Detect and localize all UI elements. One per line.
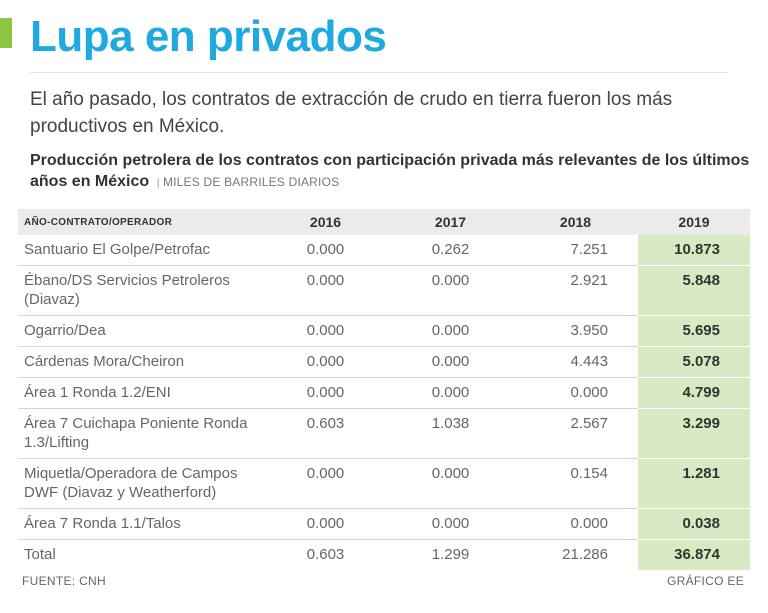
column-header-2016: 2016 xyxy=(263,209,388,235)
table-header-row: AÑO-CONTRATO/OPERADOR 2016 2017 2018 201… xyxy=(18,209,750,235)
total-label: Total xyxy=(24,546,56,563)
value-2019: 10.873 xyxy=(638,235,750,266)
contract-name: Santuario El Golpe/Petrofac xyxy=(18,235,263,266)
value-2019: 0.038 xyxy=(638,508,750,540)
column-header-contract: AÑO-CONTRATO/OPERADOR xyxy=(18,209,263,235)
value-2017: 0.000 xyxy=(388,265,513,316)
unit-separator: | xyxy=(156,175,160,189)
source-note: FUENTE: CNH xyxy=(22,574,106,588)
value-2017: 0.000 xyxy=(388,508,513,540)
page-title: Lupa en privados xyxy=(30,12,387,61)
subtitle: El año pasado, los contratos de extracci… xyxy=(30,89,673,137)
graphic-credit: GRÁFICO EE xyxy=(666,574,744,588)
table-row: Santuario El Golpe/Petrofac 0.000 0.262 … xyxy=(18,235,750,266)
value-2017: 0.000 xyxy=(388,458,513,509)
value-2016: 0.000 xyxy=(263,235,388,266)
value-2018: 3.950 xyxy=(513,315,638,347)
value-2019: 5.078 xyxy=(638,346,750,378)
value-2018: 4.443 xyxy=(513,346,638,378)
contract-name: Área 1 Ronda 1.2/ENI xyxy=(18,377,263,409)
value-2016: 0.000 xyxy=(263,458,388,509)
value-2019: 3.299 xyxy=(638,408,750,459)
table-row: Ébano/DS Servicios Petroleros (Diavaz) 0… xyxy=(18,265,750,316)
unit-label: MILES DE BARRILES DIARIOS xyxy=(162,175,340,189)
value-2016: 0.603 xyxy=(263,408,388,459)
value-2018: 0.000 xyxy=(513,508,638,540)
value-2016: 0.000 xyxy=(263,377,388,409)
table-row: Cárdenas Mora/Cheiron 0.000 0.000 4.443 … xyxy=(18,346,750,378)
value-2018: 0.000 xyxy=(513,377,638,409)
contract-name: Miquetla/Operadora de Campos DWF (Diavaz… xyxy=(18,458,263,509)
value-2019: 5.848 xyxy=(638,265,750,316)
value-2019: 4.799 xyxy=(638,377,750,409)
title-divider xyxy=(30,72,728,73)
production-table: AÑO-CONTRATO/OPERADOR 2016 2017 2018 201… xyxy=(18,209,750,570)
value-2018: 0.154 xyxy=(513,458,638,509)
value-2018: 7.251 xyxy=(513,235,638,266)
table-row: Ogarrio/Dea 0.000 0.000 3.950 5.695 xyxy=(18,315,750,347)
column-header-2019: 2019 xyxy=(638,209,750,235)
total-2016: 0.603 xyxy=(306,546,345,563)
total-2019: 36.874 xyxy=(638,539,750,570)
contract-name: Área 7 Cuichapa Poniente Ronda 1.3/Lifti… xyxy=(18,408,263,459)
value-2018: 2.921 xyxy=(513,265,638,316)
value-2018: 2.567 xyxy=(513,408,638,459)
value-2019: 5.695 xyxy=(638,315,750,347)
column-header-2018: 2018 xyxy=(513,209,638,235)
table-unit: | MILES DE BARRILES DIARIOS xyxy=(154,175,340,189)
contract-name: Ébano/DS Servicios Petroleros (Diavaz) xyxy=(18,265,263,316)
value-2017: 0.262 xyxy=(388,235,513,266)
value-2016: 0.000 xyxy=(263,508,388,540)
value-2016: 0.000 xyxy=(263,346,388,378)
total-2018: 21.286 xyxy=(562,546,608,563)
table-total-row: Total 0.603 1.299 21.286 36.874 xyxy=(18,539,750,570)
total-2017: 1.299 xyxy=(431,546,470,563)
value-2016: 0.000 xyxy=(263,315,388,347)
table-heading: Producción petrolera de los contratos co… xyxy=(30,150,750,193)
value-2019: 1.281 xyxy=(638,458,750,509)
contract-name: Ogarrio/Dea xyxy=(18,315,263,347)
value-2017: 0.000 xyxy=(388,315,513,347)
contract-name: Cárdenas Mora/Cheiron xyxy=(18,346,263,378)
value-2016: 0.000 xyxy=(263,265,388,316)
value-2017: 0.000 xyxy=(388,377,513,409)
table-row: Miquetla/Operadora de Campos DWF (Diavaz… xyxy=(18,458,750,509)
table-row: Área 1 Ronda 1.2/ENI 0.000 0.000 0.000 4… xyxy=(18,377,750,409)
contract-name: Área 7 Ronda 1.1/Talos xyxy=(18,508,263,540)
table-row: Área 7 Ronda 1.1/Talos 0.000 0.000 0.000… xyxy=(18,508,750,540)
accent-bar xyxy=(0,18,12,48)
table-heading-text: Producción petrolera de los contratos co… xyxy=(30,152,750,190)
value-2017: 1.038 xyxy=(388,408,513,459)
value-2017: 0.000 xyxy=(388,346,513,378)
column-header-2017: 2017 xyxy=(388,209,513,235)
table-row: Área 7 Cuichapa Poniente Ronda 1.3/Lifti… xyxy=(18,408,750,459)
